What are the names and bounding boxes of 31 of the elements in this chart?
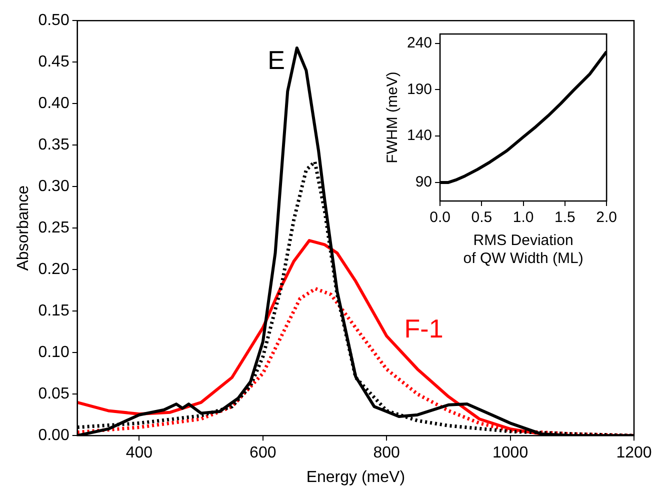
x-tick-label: 2.0 [596, 209, 618, 226]
y-tick-label: 0.00 [38, 427, 70, 444]
y-tick-label: 240 [406, 34, 432, 52]
series-label: F-1 [404, 314, 444, 344]
x-tick-label: 1.5 [554, 209, 576, 226]
x-tick-label: 400 [126, 444, 153, 462]
y-tick-label: 0.40 [38, 95, 70, 112]
x-tick-label: 800 [373, 444, 400, 462]
series-label: E [268, 45, 285, 76]
y-tick-label: 0.35 [38, 136, 70, 154]
x-axis-title: RMS Deviation of QW Width (ML) [463, 232, 584, 268]
x-tick-label: 1000 [492, 444, 528, 462]
y-axis-title: FWHM (meV) [384, 72, 402, 164]
x-tick-label: 600 [250, 444, 276, 462]
y-tick-label: 0.25 [38, 220, 70, 237]
y-tick-label: 0.10 [38, 344, 70, 362]
y-tick-label: 0.20 [38, 261, 70, 278]
y-tick-label: 0.15 [38, 302, 70, 320]
y-tick-label: 190 [406, 80, 432, 98]
y-tick-label: 90 [415, 174, 432, 191]
y-tick-label: 0.50 [38, 12, 70, 30]
x-tick-label: 0.5 [471, 209, 492, 226]
y-tick-label: 0.05 [38, 386, 70, 403]
y-axis-title: Absorbance [15, 185, 32, 271]
x-tick-label: 0.0 [430, 209, 450, 226]
y-tick-label: 0.45 [38, 54, 70, 71]
x-axis-title: Energy (meV) [306, 468, 406, 486]
x-tick-label: 1200 [616, 444, 652, 462]
x-tick-label: 1.0 [512, 209, 534, 226]
y-tick-label: 140 [406, 127, 432, 144]
y-tick-label: 0.30 [38, 178, 70, 196]
